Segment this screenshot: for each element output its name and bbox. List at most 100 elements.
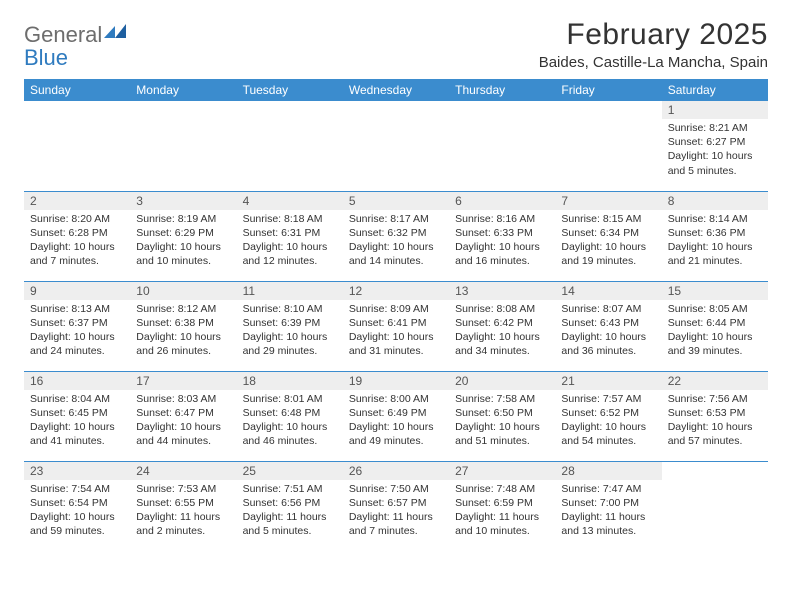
day-number: 3 xyxy=(130,192,236,210)
daylight-text: Daylight: 11 hours and 10 minutes. xyxy=(455,510,549,538)
sunset-text: Sunset: 6:34 PM xyxy=(561,226,655,240)
sunset-text: Sunset: 7:00 PM xyxy=(561,496,655,510)
sunrise-text: Sunrise: 8:01 AM xyxy=(243,392,337,406)
sunrise-text: Sunrise: 8:00 AM xyxy=(349,392,443,406)
day-number: 27 xyxy=(449,462,555,480)
day-number: 9 xyxy=(24,282,130,300)
day-details: Sunrise: 7:47 AMSunset: 7:00 PMDaylight:… xyxy=(555,480,661,543)
day-number: 19 xyxy=(343,372,449,390)
calendar-row: 16Sunrise: 8:04 AMSunset: 6:45 PMDayligh… xyxy=(24,371,768,461)
sunset-text: Sunset: 6:37 PM xyxy=(30,316,124,330)
calendar-cell: 25Sunrise: 7:51 AMSunset: 6:56 PMDayligh… xyxy=(237,461,343,547)
calendar-cell: 13Sunrise: 8:08 AMSunset: 6:42 PMDayligh… xyxy=(449,281,555,371)
sunrise-text: Sunrise: 8:14 AM xyxy=(668,212,762,226)
day-number: 25 xyxy=(237,462,343,480)
day-details: Sunrise: 8:04 AMSunset: 6:45 PMDaylight:… xyxy=(24,390,130,453)
sunset-text: Sunset: 6:42 PM xyxy=(455,316,549,330)
calendar-cell: 20Sunrise: 7:58 AMSunset: 6:50 PMDayligh… xyxy=(449,371,555,461)
day-details: Sunrise: 7:48 AMSunset: 6:59 PMDaylight:… xyxy=(449,480,555,543)
day-details: Sunrise: 8:18 AMSunset: 6:31 PMDaylight:… xyxy=(237,210,343,273)
daylight-text: Daylight: 10 hours and 59 minutes. xyxy=(30,510,124,538)
day-header-row: Sunday Monday Tuesday Wednesday Thursday… xyxy=(24,79,768,101)
day-number: 22 xyxy=(662,372,768,390)
calendar-cell: 5Sunrise: 8:17 AMSunset: 6:32 PMDaylight… xyxy=(343,191,449,281)
day-number: 8 xyxy=(662,192,768,210)
day-details: Sunrise: 8:03 AMSunset: 6:47 PMDaylight:… xyxy=(130,390,236,453)
day-header: Wednesday xyxy=(343,79,449,101)
day-number: 6 xyxy=(449,192,555,210)
calendar-cell: 22 Sunrise: 7:56 AMSunset: 6:53 PMDayligh… xyxy=(662,371,768,461)
calendar-cell: 16Sunrise: 8:04 AMSunset: 6:45 PMDayligh… xyxy=(24,371,130,461)
day-details: Sunrise: 8:10 AMSunset: 6:39 PMDaylight:… xyxy=(237,300,343,363)
day-number: 17 xyxy=(130,372,236,390)
sunset-text: Sunset: 6:28 PM xyxy=(30,226,124,240)
sunset-text: Sunset: 6:41 PM xyxy=(349,316,443,330)
month-title: February 2025 xyxy=(539,18,768,52)
sunrise-text: Sunrise: 8:04 AM xyxy=(30,392,124,406)
location: Baides, Castille-La Mancha, Spain xyxy=(539,54,768,71)
day-number: 10 xyxy=(130,282,236,300)
sunset-text: Sunset: 6:43 PM xyxy=(561,316,655,330)
calendar-cell: 10 Sunrise: 8:12 AMSunset: 6:38 PMDayligh… xyxy=(130,281,236,371)
daylight-text: Daylight: 10 hours and 54 minutes. xyxy=(561,420,655,448)
daylight-text: Daylight: 10 hours and 51 minutes. xyxy=(455,420,549,448)
sunset-text: Sunset: 6:27 PM xyxy=(668,135,762,149)
calendar-cell xyxy=(130,101,236,191)
calendar-cell xyxy=(662,461,768,547)
day-details: Sunrise: 8:14 AMSunset: 6:36 PMDaylight:… xyxy=(662,210,768,273)
logo-word-1: General xyxy=(24,22,102,47)
calendar-cell: 1Sunrise: 8:21 AMSunset: 6:27 PMDaylight… xyxy=(662,101,768,191)
sunset-text: Sunset: 6:53 PM xyxy=(668,406,762,420)
day-details: Sunrise: 7:53 AMSunset: 6:55 PMDaylight:… xyxy=(130,480,236,543)
sunset-text: Sunset: 6:50 PM xyxy=(455,406,549,420)
daylight-text: Daylight: 10 hours and 19 minutes. xyxy=(561,240,655,268)
calendar-cell: 26Sunrise: 7:50 AMSunset: 6:57 PMDayligh… xyxy=(343,461,449,547)
day-details: Sunrise: 8:09 AMSunset: 6:41 PMDaylight:… xyxy=(343,300,449,363)
sunset-text: Sunset: 6:59 PM xyxy=(455,496,549,510)
daylight-text: Daylight: 10 hours and 12 minutes. xyxy=(243,240,337,268)
day-header: Tuesday xyxy=(237,79,343,101)
calendar-row: 9 Sunrise: 8:13 AMSunset: 6:37 PM Daylight… xyxy=(24,281,768,371)
day-header: Thursday xyxy=(449,79,555,101)
sunrise-text: Sunrise: 8:13 AM xyxy=(30,302,124,316)
sunset-text: Sunset: 6:56 PM xyxy=(243,496,337,510)
sunrise-text: Sunrise: 8:17 AM xyxy=(349,212,443,226)
calendar-cell: 27Sunrise: 7:48 AMSunset: 6:59 PMDayligh… xyxy=(449,461,555,547)
sunrise-text: Sunrise: 7:56 AM xyxy=(668,392,762,406)
header: General Blue February 2025 Baides, Casti… xyxy=(24,18,768,71)
daylight-text: Daylight: 10 hours and 26 minutes. xyxy=(136,330,230,358)
sunrise-text: Sunrise: 8:10 AM xyxy=(243,302,337,316)
day-details: Sunrise: 8:08 AMSunset: 6:42 PMDaylight:… xyxy=(449,300,555,363)
sunset-text: Sunset: 6:48 PM xyxy=(243,406,337,420)
daylight-text: Daylight: 11 hours and 2 minutes. xyxy=(136,510,230,538)
day-header: Sunday xyxy=(24,79,130,101)
daylight-text: Daylight: 10 hours and 14 minutes. xyxy=(349,240,443,268)
sunset-text: Sunset: 6:57 PM xyxy=(349,496,443,510)
sunset-text: Sunset: 6:38 PM xyxy=(136,316,230,330)
daylight-text: Daylight: 10 hours and 57 minutes. xyxy=(668,420,762,448)
calendar-cell: 23Sunrise: 7:54 AMSunset: 6:54 PMDayligh… xyxy=(24,461,130,547)
day-details: Sunrise: 8:15 AMSunset: 6:34 PMDaylight:… xyxy=(555,210,661,273)
daylight-text: Daylight: 10 hours and 21 minutes. xyxy=(668,240,762,268)
day-details: Sunrise: 8:17 AMSunset: 6:32 PMDaylight:… xyxy=(343,210,449,273)
day-number: 20 xyxy=(449,372,555,390)
day-details: Sunrise: 7:54 AMSunset: 6:54 PMDaylight:… xyxy=(24,480,130,543)
calendar-cell xyxy=(343,101,449,191)
sunset-text: Sunset: 6:31 PM xyxy=(243,226,337,240)
sunrise-text: Sunrise: 8:12 AM xyxy=(136,302,230,316)
day-number: 24 xyxy=(130,462,236,480)
day-details: Sunrise: 8:00 AMSunset: 6:49 PMDaylight:… xyxy=(343,390,449,453)
calendar-cell: 2Sunrise: 8:20 AMSunset: 6:28 PMDaylight… xyxy=(24,191,130,281)
calendar-cell: 4Sunrise: 8:18 AMSunset: 6:31 PMDaylight… xyxy=(237,191,343,281)
day-number: 15 xyxy=(662,282,768,300)
calendar-cell: 8Sunrise: 8:14 AMSunset: 6:36 PMDaylight… xyxy=(662,191,768,281)
daylight-text: Daylight: 10 hours and 44 minutes. xyxy=(136,420,230,448)
sunset-text: Sunset: 6:44 PM xyxy=(668,316,762,330)
daylight-text: Daylight: 10 hours and 29 minutes. xyxy=(243,330,337,358)
sunset-text: Sunset: 6:29 PM xyxy=(136,226,230,240)
day-details: Sunrise: 7:51 AMSunset: 6:56 PMDaylight:… xyxy=(237,480,343,543)
day-number: 28 xyxy=(555,462,661,480)
day-details: Sunrise: 8:01 AMSunset: 6:48 PMDaylight:… xyxy=(237,390,343,453)
day-details: Sunrise: 7:50 AMSunset: 6:57 PMDaylight:… xyxy=(343,480,449,543)
daylight-text: Daylight: 10 hours and 39 minutes. xyxy=(668,330,762,358)
